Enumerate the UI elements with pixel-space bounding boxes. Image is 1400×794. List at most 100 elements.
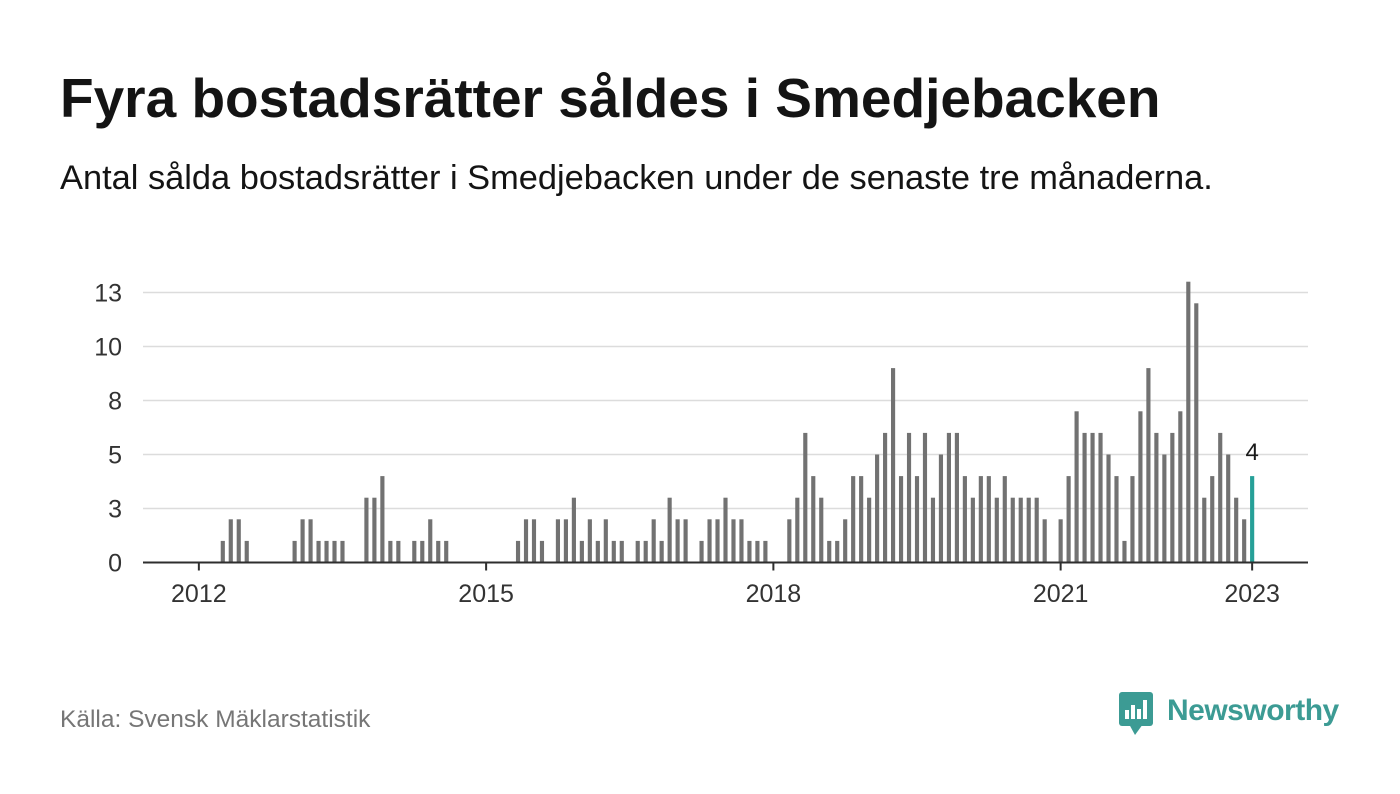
bar — [962, 476, 967, 563]
bar — [1234, 497, 1239, 563]
bar — [380, 476, 385, 563]
bar — [1090, 432, 1095, 563]
bar — [515, 540, 521, 563]
bar — [595, 540, 600, 563]
bar — [1170, 432, 1175, 563]
bar — [1074, 411, 1079, 563]
chart-title: Fyra bostadsrätter såldes i Smedjebacken — [60, 67, 1160, 129]
bar — [715, 519, 720, 563]
bar — [978, 476, 983, 563]
bar — [1218, 432, 1223, 563]
y-tick-label: 3 — [108, 496, 122, 524]
bar — [827, 540, 832, 563]
bar — [914, 476, 920, 563]
bar — [332, 540, 337, 563]
bar — [898, 476, 904, 563]
bar — [970, 497, 975, 563]
bar — [659, 540, 664, 563]
logo-glyph-bar — [1137, 709, 1141, 719]
bar — [699, 540, 704, 563]
bar — [890, 368, 896, 563]
bar — [611, 540, 616, 563]
y-tick-label: 8 — [108, 388, 122, 416]
bar — [835, 540, 840, 563]
bar — [1186, 281, 1191, 563]
bar — [300, 519, 305, 563]
bar — [1058, 519, 1063, 563]
y-tick-label: 13 — [94, 280, 122, 308]
chart-subtitle: Antal sålda bostadsrätter i Smedjebacken… — [60, 159, 1213, 197]
bar — [220, 540, 225, 563]
bar — [922, 432, 928, 563]
brand-logo: Newsworthy — [1119, 692, 1340, 735]
bar — [683, 519, 688, 563]
x-tick-label: 2023 — [1224, 580, 1280, 608]
bar — [875, 454, 880, 563]
logo-glyph-bar — [1125, 710, 1129, 719]
bar — [1146, 368, 1151, 563]
bar — [571, 497, 576, 563]
bar — [723, 497, 728, 563]
bar — [1154, 432, 1159, 563]
bar — [1138, 411, 1143, 563]
bar — [340, 540, 345, 563]
bar — [867, 497, 872, 563]
bar — [1034, 497, 1039, 563]
bar — [420, 540, 425, 563]
bar — [1202, 497, 1207, 563]
bar — [1002, 476, 1007, 563]
bar — [1122, 540, 1127, 563]
bar — [412, 540, 417, 563]
bar — [1018, 497, 1023, 563]
bar — [388, 540, 393, 563]
y-tick-label: 10 — [94, 334, 122, 362]
bar — [747, 540, 752, 563]
bar — [428, 519, 433, 563]
bar — [364, 497, 369, 563]
bar — [667, 497, 672, 563]
bar — [739, 519, 744, 563]
logo-badge-tail — [1129, 724, 1143, 735]
data-label: 4 — [1245, 439, 1258, 466]
x-tick-label: 2018 — [746, 580, 802, 608]
bar — [643, 540, 648, 563]
bar — [883, 432, 888, 563]
bar — [308, 519, 313, 563]
y-tick-label: 0 — [108, 550, 122, 578]
source-note: Källa: Svensk Mäklarstatistik — [60, 706, 371, 733]
bar — [555, 519, 561, 563]
bar — [819, 497, 824, 563]
y-tick-label: 5 — [108, 442, 122, 470]
bar — [587, 519, 592, 563]
bar — [436, 540, 441, 563]
bar — [539, 540, 545, 563]
bar — [531, 519, 537, 563]
brand-name: Newsworthy — [1167, 694, 1340, 727]
bar — [1026, 497, 1031, 563]
bar — [1130, 476, 1135, 563]
bar — [1242, 519, 1247, 563]
bar — [619, 540, 624, 563]
bar — [396, 540, 401, 563]
logo-badge — [1119, 692, 1153, 726]
newsworthy-logo-icon — [1119, 692, 1153, 735]
bar — [563, 519, 568, 563]
bar — [1106, 454, 1111, 563]
bar — [1226, 454, 1231, 563]
plot-area: 0 3 5 8 10 13 2012 2015 2018 2021 2023 4 — [94, 280, 1308, 608]
bar — [324, 540, 329, 563]
bar — [1210, 476, 1215, 563]
bar — [1178, 411, 1183, 563]
x-tick-label: 2021 — [1033, 580, 1089, 608]
bar — [1162, 454, 1167, 563]
logo-glyph-bar — [1143, 700, 1147, 719]
bar — [803, 432, 808, 563]
bar — [938, 454, 944, 563]
bar — [236, 519, 241, 563]
bar — [811, 476, 816, 563]
bar — [954, 432, 959, 563]
bar — [1066, 476, 1071, 563]
bar — [1098, 432, 1103, 563]
bar — [444, 540, 449, 563]
